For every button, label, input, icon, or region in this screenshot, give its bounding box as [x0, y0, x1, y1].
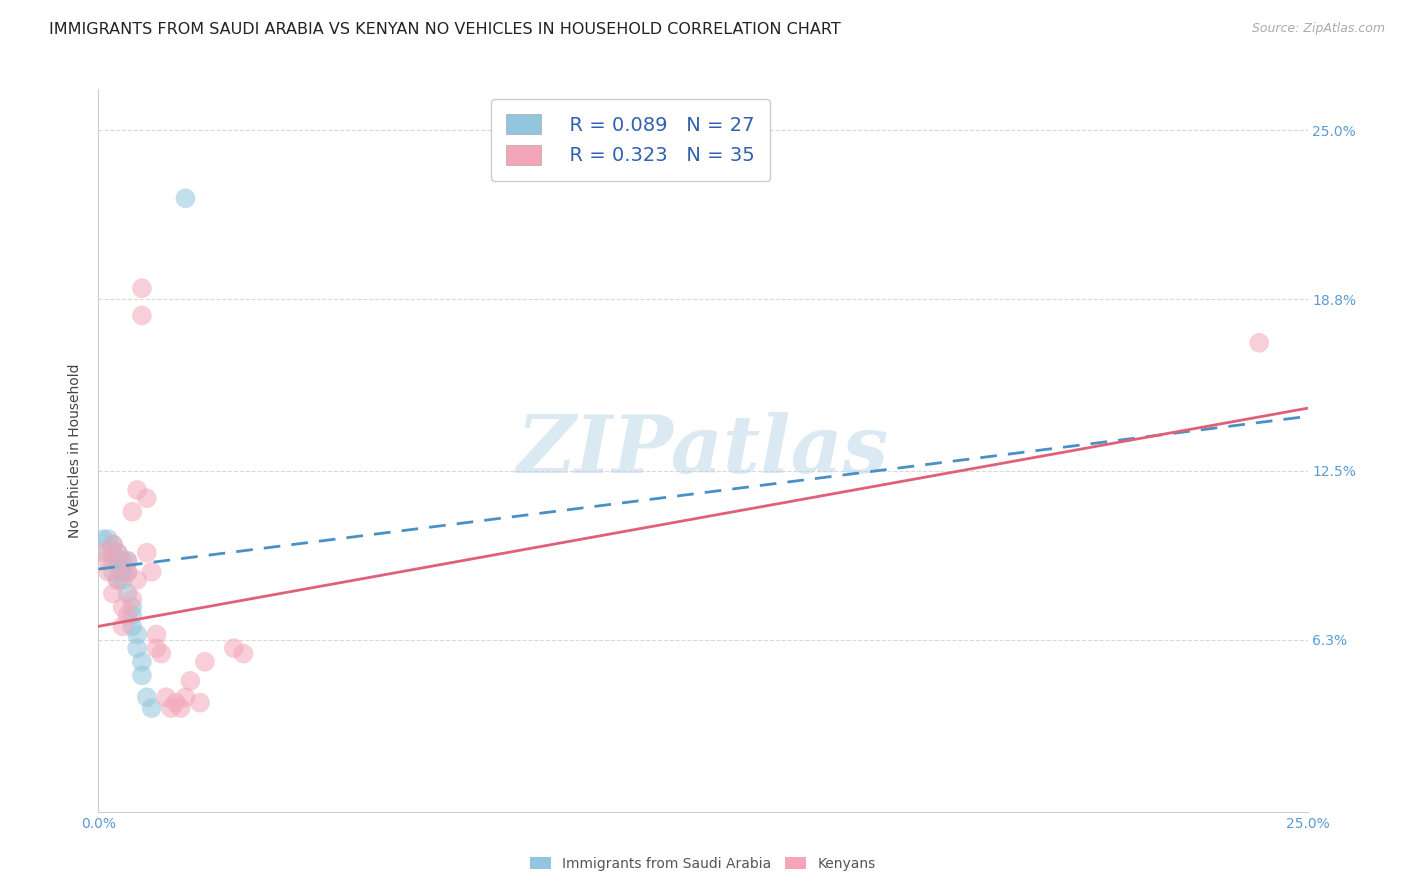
Point [135, 690, 157, 705]
Point [111, 554, 134, 568]
Point [107, 546, 129, 560]
Point [131, 309, 153, 323]
Point [111, 573, 134, 587]
Point [101, 565, 124, 579]
Point [107, 546, 129, 560]
Point [169, 701, 191, 715]
Point [179, 673, 201, 688]
Point [150, 647, 173, 661]
Point [174, 690, 197, 705]
Point [160, 701, 183, 715]
Point [107, 559, 129, 574]
Point [141, 701, 163, 715]
Point [111, 565, 134, 579]
Point [107, 573, 129, 587]
Legend: Immigrants from Saudi Arabia, Kenyans: Immigrants from Saudi Arabia, Kenyans [524, 851, 882, 876]
Point [101, 554, 124, 568]
Point [117, 554, 139, 568]
Point [121, 592, 143, 607]
Point [145, 627, 167, 641]
Point [232, 647, 254, 661]
Point [131, 668, 153, 682]
Point [117, 608, 139, 623]
Point [101, 537, 124, 551]
Text: Source: ZipAtlas.com: Source: ZipAtlas.com [1251, 22, 1385, 36]
Text: IMMIGRANTS FROM SAUDI ARABIA VS KENYAN NO VEHICLES IN HOUSEHOLD CORRELATION CHAR: IMMIGRANTS FROM SAUDI ARABIA VS KENYAN N… [49, 22, 841, 37]
Point [188, 696, 211, 710]
Point [141, 565, 163, 579]
Point [97, 565, 120, 579]
Point [121, 505, 143, 519]
Point [155, 690, 177, 705]
Point [1249, 335, 1271, 350]
Point [101, 586, 124, 600]
Point [107, 573, 129, 587]
Point [111, 559, 134, 574]
Point [121, 619, 143, 633]
Point [101, 546, 124, 560]
Point [117, 554, 139, 568]
Point [121, 608, 143, 623]
Point [101, 537, 124, 551]
Point [222, 641, 245, 656]
Point [127, 483, 149, 497]
Point [91, 532, 114, 546]
Point [117, 565, 139, 579]
Point [127, 573, 149, 587]
Point [174, 191, 197, 205]
Point [131, 655, 153, 669]
Point [117, 586, 139, 600]
Point [111, 619, 134, 633]
Point [194, 655, 217, 669]
Point [165, 696, 187, 710]
Point [111, 600, 134, 615]
Point [127, 641, 149, 656]
Point [91, 546, 114, 560]
Point [135, 546, 157, 560]
Text: ZIPatlas: ZIPatlas [517, 412, 889, 489]
Point [135, 491, 157, 505]
Point [117, 565, 139, 579]
Point [97, 554, 120, 568]
Point [121, 600, 143, 615]
Point [127, 627, 149, 641]
Point [145, 641, 167, 656]
Point [131, 281, 153, 295]
Point [97, 546, 120, 560]
Legend:   R = 0.089   N = 27,   R = 0.323   N = 35: R = 0.089 N = 27, R = 0.323 N = 35 [491, 99, 770, 181]
Point [97, 532, 120, 546]
Y-axis label: No Vehicles in Household: No Vehicles in Household [69, 363, 83, 538]
